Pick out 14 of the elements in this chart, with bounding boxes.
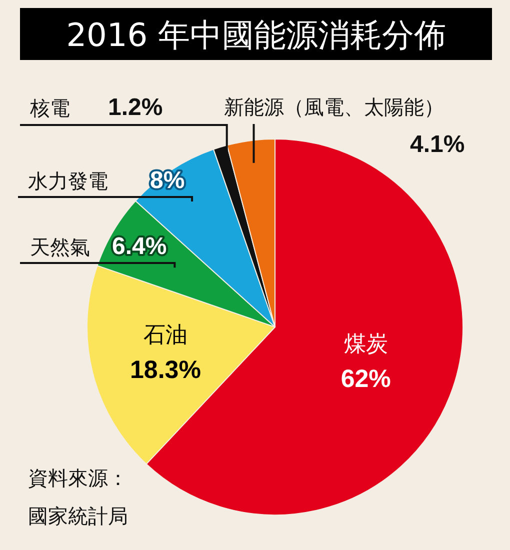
slice-label: 煤炭 — [344, 332, 388, 357]
slice-label: 石油 — [143, 323, 188, 348]
slice-label: 水力發電 — [28, 169, 108, 193]
slice-label: 新能源（風電、太陽能） — [224, 95, 444, 119]
text: 國家統計局 — [28, 504, 128, 528]
data-label: 1.2% — [108, 94, 163, 121]
chart-title: 2016 年中國能源消耗分佈 — [66, 16, 446, 54]
source-note: 資料來源： — [28, 466, 128, 490]
data-label: 6.4% — [112, 233, 167, 260]
slice-label: 天然氣 — [30, 235, 90, 259]
slice-label: 核電 — [29, 96, 70, 120]
data-label: 62% — [340, 364, 391, 393]
data-label: 4.1% — [410, 131, 465, 158]
data-label: 18.3% — [130, 356, 201, 384]
